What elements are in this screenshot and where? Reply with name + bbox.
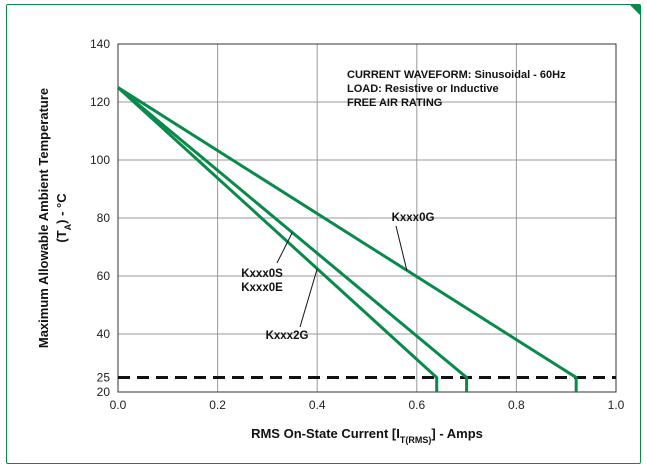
series-lines — [116, 86, 578, 392]
series-label-line: Kxxx0E — [241, 282, 283, 294]
y-axis-label-line2: (TA) - °C — [54, 193, 73, 243]
x-tick-label: 0.0 — [110, 398, 127, 412]
x-tick-label: 1.0 — [608, 398, 625, 412]
x-axis-label-sub: T(RMS) — [400, 435, 432, 445]
x-axis-label-main: RMS On-State Current [I — [251, 426, 400, 441]
series-line — [116, 86, 439, 392]
x-axis-label: RMS On-State Current [IT(RMS)] - Amps — [251, 426, 483, 445]
x-tick-label: 0.6 — [408, 398, 425, 412]
series-label: Kxxx2G — [266, 330, 309, 342]
y-tick-label: 100 — [90, 153, 110, 167]
x-axis-label-unit: ] - Amps — [431, 426, 483, 441]
series-label-line: Kxxx2G — [266, 330, 309, 342]
x-tick-label: 0.4 — [309, 398, 326, 412]
series-label-line: Kxxx0G — [392, 212, 435, 224]
annotations: CURRENT WAVEFORM: Sinusoidal - 60Hz LOAD:… — [347, 69, 566, 109]
label-leader — [395, 225, 408, 271]
y-axis-label-sub: A — [63, 223, 73, 230]
y-axis-label-unit: ) - °C — [54, 193, 69, 224]
label-leader — [299, 268, 318, 328]
series-label-line: Kxxx0S — [241, 268, 283, 280]
y-axis-label-main: (T — [54, 230, 69, 242]
plot-area — [117, 43, 617, 393]
y-tick-label: 20 — [97, 385, 111, 399]
y-tick-label: 140 — [90, 37, 110, 51]
series-line — [117, 86, 578, 392]
x-tick-label: 0.8 — [508, 398, 525, 412]
x-tick-label: 0.2 — [209, 398, 226, 412]
y-tick-label: 40 — [97, 327, 111, 341]
chart-frame — [6, 4, 641, 464]
series-labels: Kxxx2G Kxxx0S Kxxx0E Kxxx0G — [241, 212, 434, 342]
corner-mark — [630, 5, 640, 15]
y-tick-label: 60 — [97, 269, 111, 283]
annotation-line: FREE AIR RATING — [347, 97, 442, 109]
series-label: Kxxx0S Kxxx0E — [241, 268, 283, 294]
series-line — [117, 86, 469, 392]
y-tick-label: 25 — [97, 371, 111, 385]
label-leaders — [276, 225, 408, 328]
label-leader — [276, 232, 293, 264]
series-label: Kxxx0G — [392, 212, 435, 224]
y-axis-label-line1: Maximum Allowable Ambient Temperature — [36, 88, 51, 348]
annotation-line: CURRENT WAVEFORM: Sinusoidal - 60Hz — [347, 69, 566, 81]
y-tick-label: 120 — [90, 95, 110, 109]
annotation-line: LOAD: Resistive or Inductive — [347, 83, 499, 95]
y-tick-label: 80 — [97, 211, 111, 225]
